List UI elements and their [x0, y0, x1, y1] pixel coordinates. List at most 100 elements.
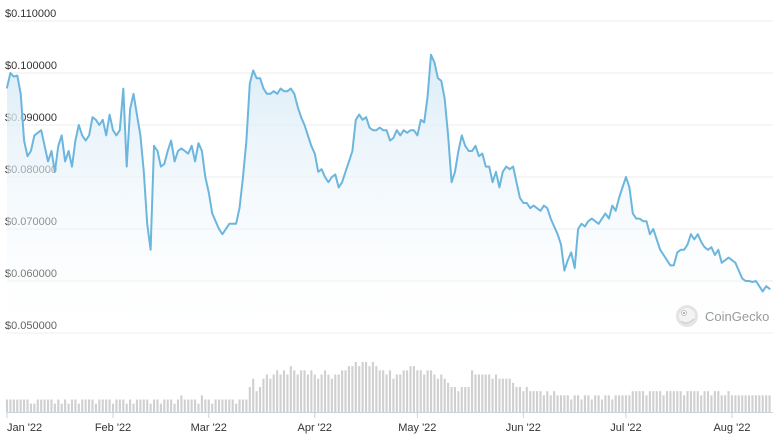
volume-bar [286, 374, 289, 412]
volume-bar [139, 399, 142, 412]
volume-bar [645, 395, 648, 412]
volume-bar [289, 366, 292, 412]
volume-bar [91, 399, 94, 412]
volume-bar [224, 399, 227, 412]
volume-bar [279, 374, 282, 412]
volume-bar [64, 399, 67, 412]
volume-bar [436, 378, 439, 412]
volume-bar [129, 399, 132, 412]
volume-bar [727, 391, 730, 412]
volume-bar [464, 387, 467, 412]
x-tick-label: May '22 [398, 422, 436, 434]
volume-bar [457, 391, 460, 412]
volume-bar [67, 403, 70, 412]
volume-bar [484, 374, 487, 412]
volume-bar [440, 374, 443, 412]
volume-bar [590, 399, 593, 412]
x-axis [6, 412, 773, 418]
volume-bar [720, 395, 723, 412]
volume-bar [744, 395, 747, 412]
volume-bar [306, 374, 309, 412]
volume-bar [105, 399, 108, 412]
volume-bar [187, 399, 190, 412]
volume-bar [60, 403, 63, 412]
volume-bar [262, 378, 265, 412]
y-tick-label: $0.100000 [5, 60, 57, 72]
volume-bar [74, 399, 77, 412]
x-tick-label: Jul '22 [610, 422, 641, 434]
volume-bar [635, 391, 638, 412]
volume-bar [108, 399, 111, 412]
volume-bar [512, 382, 515, 412]
coingecko-logo-icon [676, 305, 698, 327]
volume-bar [474, 374, 477, 412]
volume-bar [23, 399, 26, 412]
volume-bar [604, 395, 607, 412]
volume-bar [214, 399, 217, 412]
volume-bar [200, 395, 203, 412]
volume-bar [327, 374, 330, 412]
volume-bar [217, 399, 221, 412]
volume-bar [221, 399, 224, 412]
volume-bar [365, 362, 368, 412]
volume-bar [125, 403, 128, 412]
volume-bar [77, 403, 80, 412]
volume-bar [665, 391, 669, 412]
volume-bar [730, 395, 734, 412]
volume-bar [689, 391, 692, 412]
volume-bar [508, 378, 511, 412]
volume-bar [522, 391, 525, 412]
volume-bar [300, 370, 303, 412]
volume-bar [416, 370, 419, 412]
volume-bar [361, 362, 364, 412]
volume-bar [255, 391, 258, 412]
volume-bar [563, 395, 566, 412]
volume-bar [166, 399, 169, 412]
volume-bar [402, 370, 405, 412]
volume-bar [662, 395, 665, 412]
volume-bar [241, 399, 245, 412]
volume-bar [358, 366, 361, 412]
volume-bar [265, 374, 268, 412]
volume-bar [98, 399, 101, 412]
volume-bar [676, 391, 679, 412]
volume-bar [235, 403, 238, 412]
volume-bar [341, 370, 344, 412]
volume-bar [710, 395, 713, 412]
volume-bar [542, 395, 545, 412]
volume-bar [751, 395, 754, 412]
volume-bar [269, 378, 272, 412]
coingecko-watermark: CoinGecko [676, 305, 769, 327]
volume-bar [382, 370, 385, 412]
x-axis-ticks: Jan '22 Feb '22 Mar '22 Apr '22 May '22 Jun '… [7, 422, 750, 434]
volume-bar [337, 374, 340, 412]
volume-bar [669, 391, 672, 412]
volume-bar [388, 370, 392, 412]
volume-bar [491, 378, 494, 412]
volume-bar [652, 391, 655, 412]
volume-bar [600, 399, 604, 412]
volume-bar [693, 391, 696, 412]
volume-bar [577, 395, 580, 412]
volume-bar [146, 399, 149, 412]
volume-bar [758, 395, 761, 412]
volume-bar [505, 378, 508, 412]
volume-bar [310, 370, 313, 412]
volume-bar [655, 391, 658, 412]
volume-bar [323, 370, 327, 412]
volume-bar [409, 366, 412, 412]
volume-bar [443, 378, 446, 412]
volume-bar [371, 362, 374, 412]
volume-bar [559, 395, 563, 412]
volume-bar [245, 399, 248, 412]
volume-bar [252, 378, 255, 412]
volume-bar [33, 403, 36, 412]
volume-bar [194, 399, 197, 412]
volume-bar [43, 399, 46, 412]
volume-bar [471, 370, 474, 412]
volume-bar [621, 395, 624, 412]
volume-bar [429, 370, 433, 412]
volume-bar [392, 378, 395, 412]
volume-bar [378, 370, 381, 412]
volume-bar [638, 391, 641, 412]
